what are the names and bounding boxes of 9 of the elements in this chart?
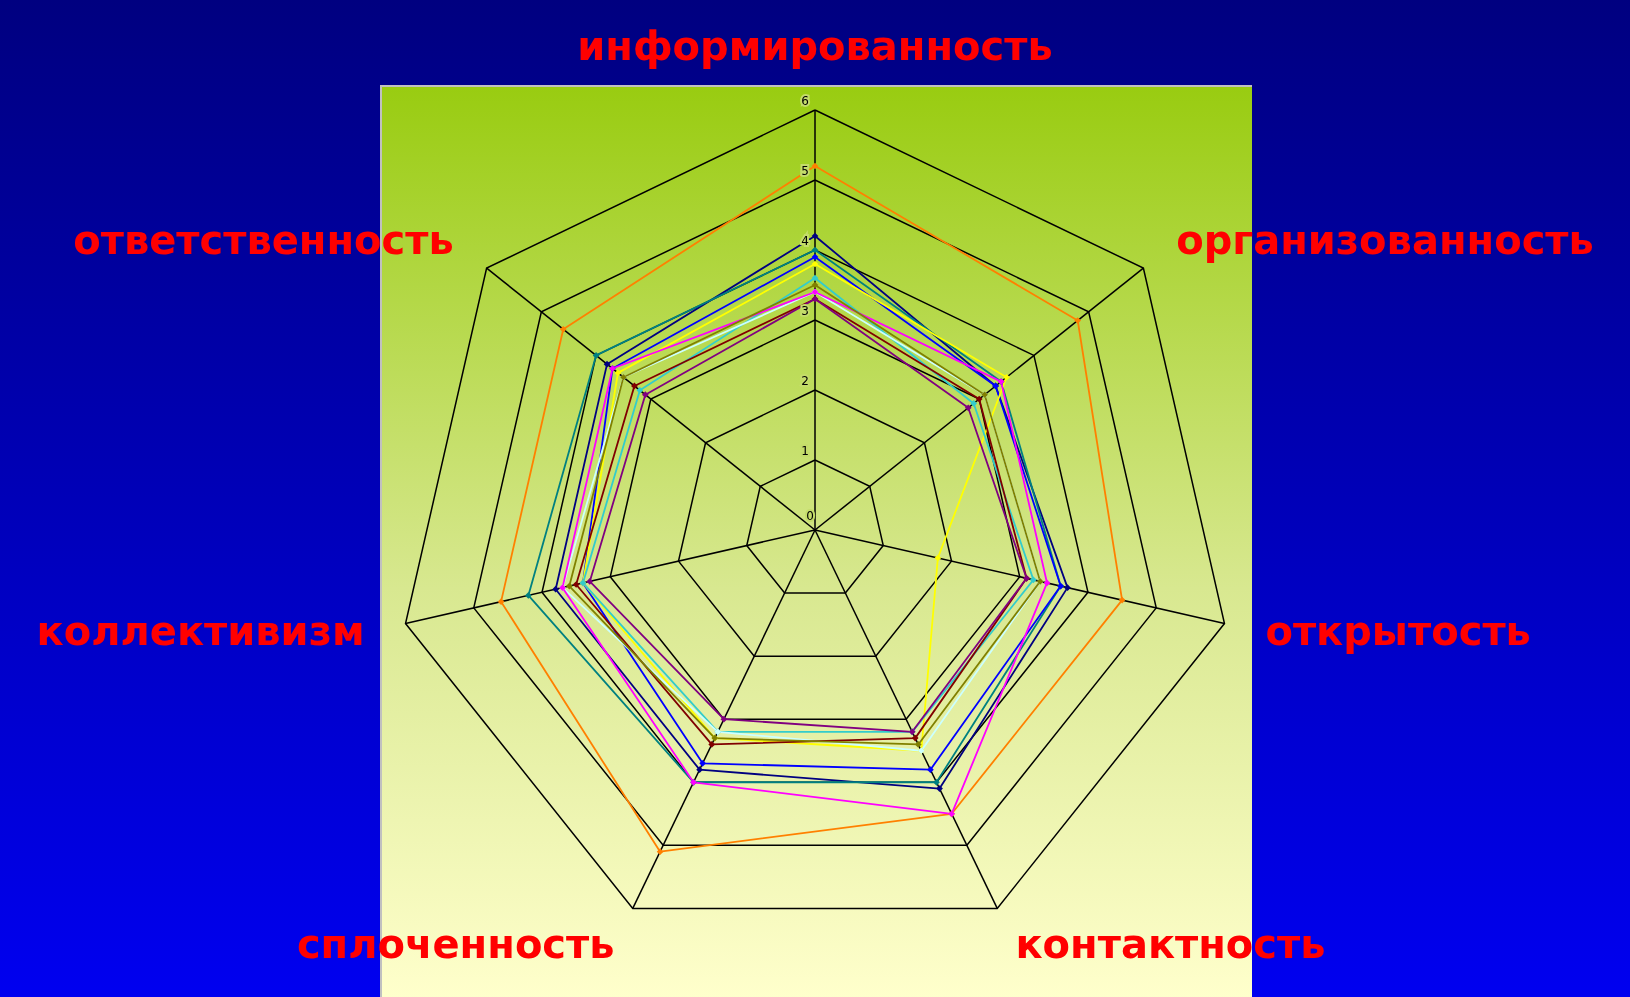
y-tick-label: 3: [801, 304, 809, 318]
y-tick-label: 1: [801, 444, 809, 458]
y-tick-label: 5: [801, 164, 809, 178]
spoke-label: открытость: [1265, 607, 1531, 654]
spoke-label: коллективизм: [36, 607, 365, 654]
y-tick-label: 0: [806, 509, 814, 523]
y-tick-label: 2: [801, 374, 809, 388]
y-tick-label: 6: [801, 94, 809, 108]
spoke-label: информированность: [577, 23, 1053, 69]
